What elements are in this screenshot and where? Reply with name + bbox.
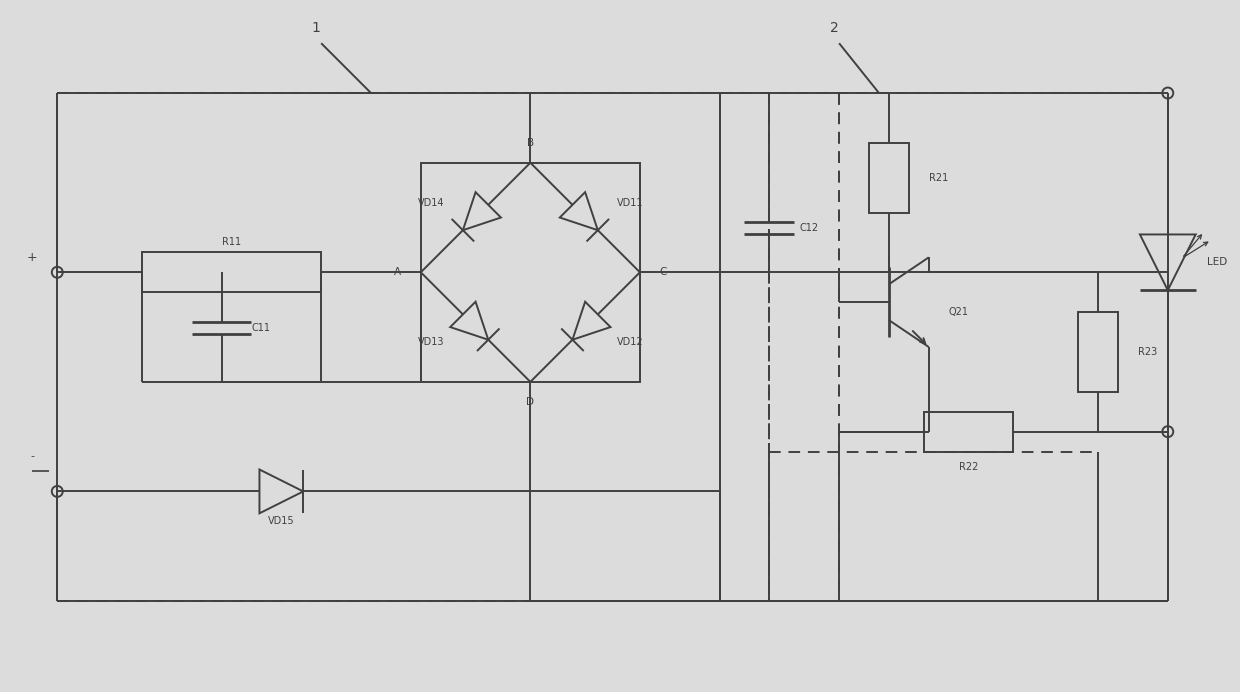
- Text: 2: 2: [830, 21, 838, 35]
- Bar: [141, 253, 321, 292]
- Text: B: B: [527, 138, 534, 148]
- Text: R22: R22: [959, 462, 978, 471]
- Text: VD12: VD12: [616, 337, 644, 347]
- Text: Q21: Q21: [949, 307, 968, 317]
- Text: R21: R21: [929, 173, 949, 183]
- Bar: [1078, 312, 1118, 392]
- Text: +: +: [27, 251, 37, 264]
- Text: VD15: VD15: [268, 516, 295, 527]
- Text: C11: C11: [252, 323, 272, 333]
- Text: -: -: [30, 452, 35, 462]
- Text: VD14: VD14: [418, 198, 444, 208]
- Text: VD13: VD13: [418, 337, 444, 347]
- Bar: [420, 163, 640, 382]
- Bar: [869, 143, 909, 212]
- Text: A: A: [394, 267, 401, 277]
- Text: VD11: VD11: [616, 198, 644, 208]
- Text: C12: C12: [800, 224, 818, 233]
- Text: LED: LED: [1208, 257, 1228, 267]
- Text: D: D: [526, 397, 534, 407]
- Text: 1: 1: [311, 21, 321, 35]
- Text: R23: R23: [1138, 347, 1157, 357]
- Text: C: C: [660, 267, 667, 277]
- Bar: [924, 412, 1013, 452]
- Text: R11: R11: [222, 237, 241, 248]
